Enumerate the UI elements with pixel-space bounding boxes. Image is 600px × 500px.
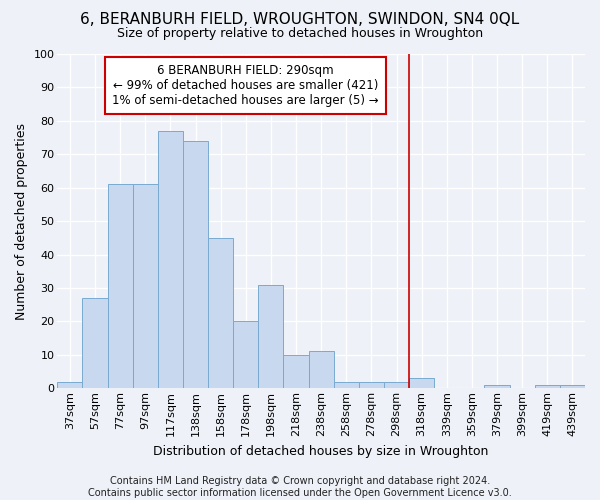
Bar — [384, 382, 409, 388]
Bar — [484, 385, 509, 388]
Bar — [133, 184, 158, 388]
Bar — [107, 184, 133, 388]
Bar — [359, 382, 384, 388]
Bar — [259, 284, 283, 389]
Bar — [82, 298, 107, 388]
Bar — [158, 131, 183, 388]
Bar — [233, 322, 259, 388]
Bar — [334, 382, 359, 388]
Bar — [560, 385, 585, 388]
Text: 6, BERANBURH FIELD, WROUGHTON, SWINDON, SN4 0QL: 6, BERANBURH FIELD, WROUGHTON, SWINDON, … — [80, 12, 520, 28]
X-axis label: Distribution of detached houses by size in Wroughton: Distribution of detached houses by size … — [154, 444, 489, 458]
Bar — [535, 385, 560, 388]
Bar — [58, 382, 82, 388]
Y-axis label: Number of detached properties: Number of detached properties — [15, 122, 28, 320]
Text: Size of property relative to detached houses in Wroughton: Size of property relative to detached ho… — [117, 28, 483, 40]
Bar — [308, 352, 334, 389]
Text: Contains HM Land Registry data © Crown copyright and database right 2024.
Contai: Contains HM Land Registry data © Crown c… — [88, 476, 512, 498]
Bar — [183, 141, 208, 388]
Bar — [409, 378, 434, 388]
Text: 6 BERANBURH FIELD: 290sqm
← 99% of detached houses are smaller (421)
1% of semi-: 6 BERANBURH FIELD: 290sqm ← 99% of detac… — [112, 64, 379, 107]
Bar — [283, 355, 308, 388]
Bar — [208, 238, 233, 388]
